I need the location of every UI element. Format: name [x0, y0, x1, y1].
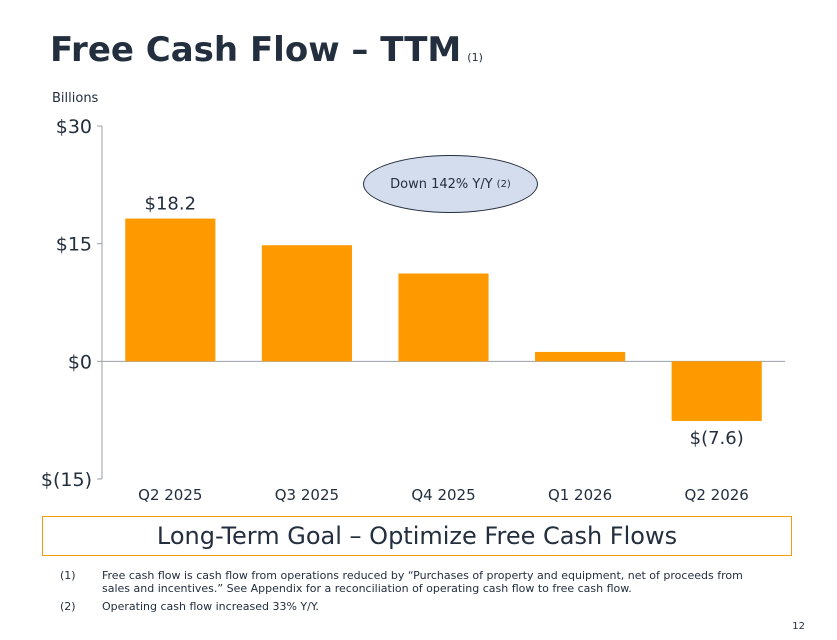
goal-banner: Long-Term Goal – Optimize Free Cash Flow… [42, 516, 792, 556]
bar [398, 273, 489, 362]
x-tick-label: Q2 2026 [685, 486, 749, 504]
y-tick-label: $(15) [41, 469, 92, 491]
footnotes: (1) Free cash flow is cash flow from ope… [60, 569, 760, 618]
y-tick-label: $15 [56, 234, 92, 256]
callout-footnote-marker: (2) [496, 178, 511, 190]
units-label: Billions [52, 91, 99, 106]
bar [261, 245, 352, 362]
callout-ellipse: Down 142% Y/Y (2) [363, 155, 538, 213]
bar [671, 361, 762, 421]
x-tick-label: Q4 2025 [411, 486, 475, 504]
footnote-text: Free cash flow is cash flow from operati… [102, 569, 743, 595]
x-tick-label: Q3 2025 [275, 486, 339, 504]
footnote-item: (2) Operating cash flow increased 33% Y/… [60, 600, 760, 613]
y-tick-label: $0 [68, 351, 92, 373]
page-title: Free Cash Flow – TTM (1) [50, 30, 483, 70]
bar-chart: $30 $15 $0 $(15) Q2 2025 $18.2 Q3 2025 Q4 2025 Q… [41, 116, 785, 504]
footnote-item: (1) Free cash flow is cash flow from ope… [60, 569, 760, 595]
y-tick-label: $30 [56, 116, 92, 138]
x-tick-label: Q2 2025 [138, 486, 202, 504]
x-tick-label: Q1 2026 [548, 486, 612, 504]
footnote-text: Operating cash flow increased 33% Y/Y. [102, 600, 319, 613]
callout-text: Down 142% Y/Y [390, 176, 493, 192]
bar [125, 218, 216, 362]
title-footnote-marker: (1) [467, 51, 483, 64]
data-label: $(7.6) [690, 428, 744, 449]
footnote-number: (1) [60, 569, 76, 582]
bar [535, 351, 626, 362]
goal-text: Long-Term Goal – Optimize Free Cash Flow… [156, 522, 678, 550]
data-label: $18.2 [145, 194, 197, 215]
title-text: Free Cash Flow – TTM [50, 30, 462, 70]
page-number: 12 [792, 621, 805, 632]
footnote-number: (2) [60, 600, 76, 613]
